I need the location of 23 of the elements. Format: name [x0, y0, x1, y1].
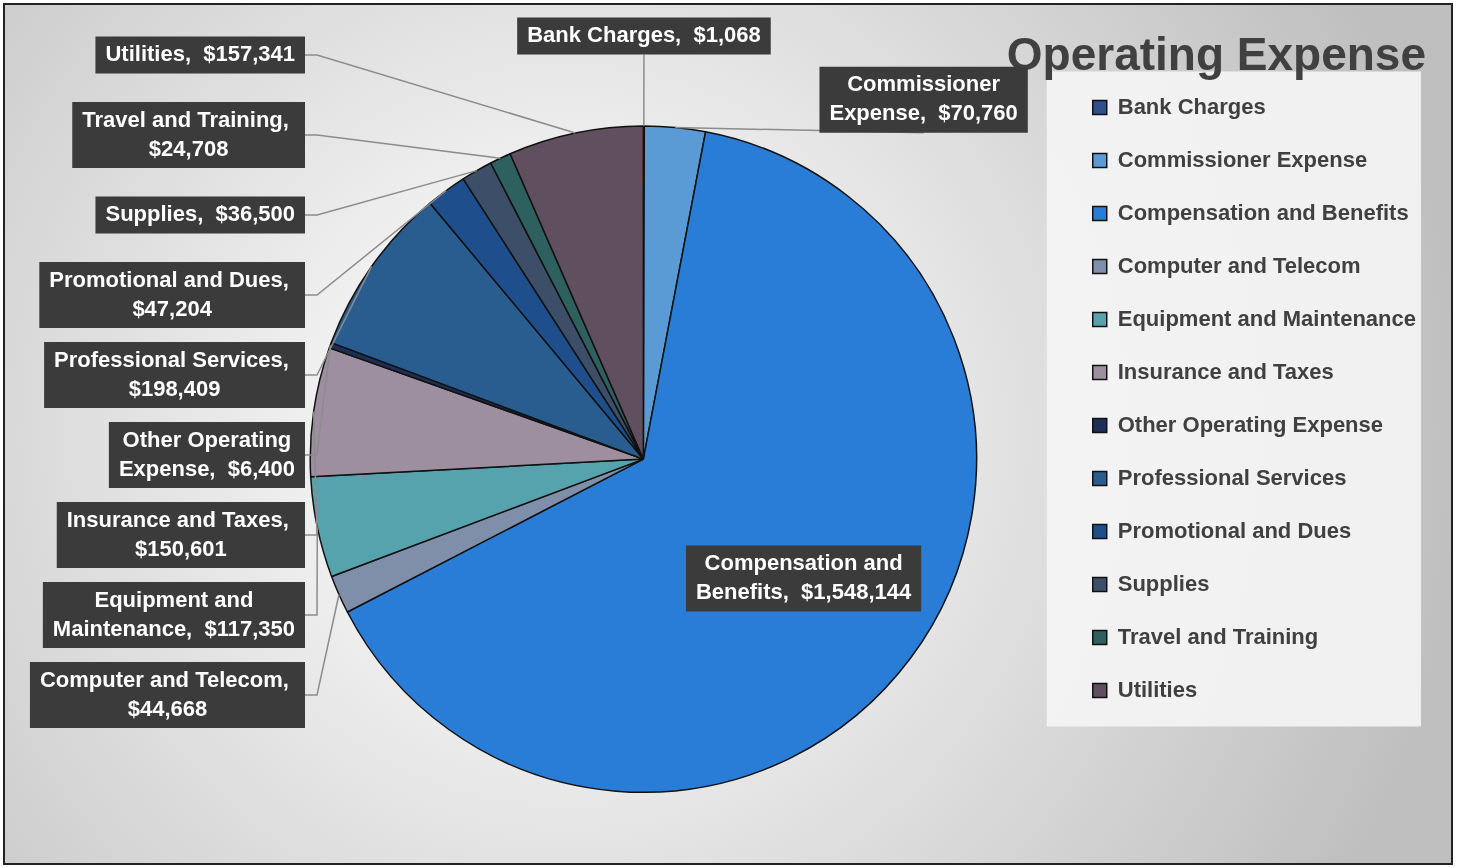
data-label: Computer and Telecom, $44,668: [39, 666, 295, 721]
legend-label: Travel and Training: [1117, 623, 1319, 649]
data-label: Equipment and Maintenance, $117,350: [52, 586, 295, 641]
legend-label: Professional Services: [1117, 464, 1347, 490]
legend-label: Computer and Telecom: [1117, 252, 1361, 278]
legend-label: Insurance and Taxes: [1117, 358, 1334, 384]
data-label: Supplies, $36,500: [105, 201, 295, 227]
data-label: Bank Charges, $1,068: [527, 22, 761, 48]
data-label: Travel and Training, $24,708: [82, 106, 295, 161]
legend-label: Other Operating Expense: [1117, 411, 1384, 437]
legend-label: Supplies: [1117, 570, 1210, 596]
data-label: Other Operating Expense, $6,400: [118, 426, 295, 481]
data-label: Compensation and Benefits, $1,548,144: [695, 550, 912, 605]
legend-label: Equipment and Maintenance: [1117, 305, 1417, 331]
legend-label: Promotional and Dues: [1117, 517, 1352, 543]
data-label: Utilities, $157,341: [105, 41, 295, 67]
data-label: Promotional and Dues, $47,204: [49, 266, 295, 321]
legend-label: Bank Charges: [1117, 93, 1266, 119]
legend-label: Commissioner Expense: [1117, 146, 1368, 172]
data-label: Professional Services, $198,409: [54, 346, 295, 401]
legend-label: Utilities: [1117, 676, 1198, 702]
legend-label: Compensation and Benefits: [1117, 199, 1409, 225]
data-label: Insurance and Taxes, $150,601: [66, 506, 296, 561]
